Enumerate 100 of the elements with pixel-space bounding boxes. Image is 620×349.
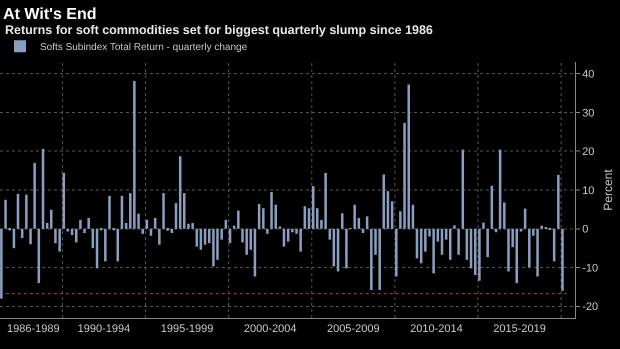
bar: [146, 220, 148, 229]
bar: [254, 228, 256, 276]
bar: [366, 216, 368, 229]
bar: [416, 228, 418, 258]
bar: [83, 228, 86, 234]
bar: [286, 228, 290, 242]
y-tick-label: 10: [582, 184, 594, 197]
bar: [162, 193, 165, 229]
bar: [299, 228, 302, 252]
x-tick-label: 2015-2019: [493, 323, 546, 336]
bar: [220, 228, 223, 240]
bar: [178, 156, 182, 229]
bar: [54, 228, 57, 244]
bar: [390, 201, 394, 229]
bar: [38, 228, 40, 284]
bar: [270, 192, 273, 229]
y-tick-label: 30: [582, 107, 594, 120]
bar: [395, 228, 398, 276]
bar: [457, 228, 460, 255]
x-tick-label: 1990-1994: [78, 323, 130, 336]
bar: [524, 208, 526, 229]
bar: [108, 196, 111, 229]
bar: [557, 174, 560, 229]
y-tick-label: -10: [582, 262, 598, 274]
bar: [258, 204, 260, 229]
x-tick-label: 2005-2009: [326, 323, 380, 336]
bar: [494, 228, 498, 232]
bar: [191, 222, 194, 229]
bar: [33, 162, 36, 229]
y-tick-label: 20: [582, 146, 594, 158]
bar: [87, 218, 90, 229]
bar: [212, 228, 215, 266]
bar: [336, 228, 340, 272]
bar: [16, 194, 20, 229]
legend-label: Softs Subindex Total Return - quarterly change: [40, 42, 248, 54]
bar: [407, 84, 410, 229]
x-tick-label: 2000-2004: [244, 323, 296, 336]
bar: [528, 228, 531, 268]
bar: [304, 206, 306, 229]
bar: [96, 228, 98, 268]
bar: [141, 228, 144, 234]
bar: [158, 228, 161, 245]
bar: [0, 228, 3, 299]
bar: [362, 228, 364, 234]
bar: [478, 228, 481, 281]
bar: [515, 228, 518, 284]
bar: [482, 222, 485, 229]
bar: [552, 228, 556, 262]
x-tick-label: 2010-2014: [410, 323, 463, 336]
bar: [507, 228, 510, 272]
x-tick-label: 1986-1989: [6, 323, 60, 336]
bar: [378, 228, 381, 290]
bar: [490, 186, 494, 229]
bar: [133, 81, 136, 229]
bar: [74, 228, 78, 242]
bar: [324, 172, 327, 229]
bar: [4, 200, 7, 229]
x-tick-label: 1995-1999: [160, 323, 214, 336]
bar: [12, 228, 16, 248]
bar: [137, 214, 140, 229]
bar: [540, 226, 543, 229]
bar: [154, 218, 156, 229]
bar: [204, 228, 206, 245]
bar: [200, 228, 202, 250]
bar: [282, 228, 286, 247]
bar: [332, 228, 336, 266]
bar: [50, 210, 52, 229]
bar: [20, 228, 24, 238]
bar: [432, 228, 435, 274]
bar: [224, 220, 228, 229]
bar: [498, 150, 502, 229]
bar: [462, 150, 464, 229]
bar: [370, 228, 373, 290]
bar: [536, 228, 539, 276]
y-tick-label: 0: [582, 224, 588, 236]
bar: [62, 172, 66, 229]
bar: [353, 204, 356, 229]
bar: [29, 228, 32, 244]
chart-title: At Wit's End: [3, 6, 97, 23]
bar: [104, 228, 107, 262]
bar: [170, 228, 174, 234]
bar: [237, 210, 240, 229]
bar: [79, 220, 82, 229]
bar: [399, 211, 402, 229]
y-axis-title: Percent: [601, 168, 616, 211]
bar: [245, 228, 248, 255]
bar: [382, 174, 385, 229]
bar: [420, 228, 422, 264]
bar: [42, 148, 44, 229]
y-tick-label: -20: [582, 301, 598, 314]
bar: [196, 228, 198, 247]
bar: [116, 228, 119, 262]
bar: [150, 228, 152, 236]
bar: [25, 194, 28, 229]
bar: [345, 228, 348, 268]
chart-subtitle: Returns for soft commodities set for biggest quarterly slump since 1986: [5, 23, 433, 37]
bar: [486, 228, 489, 258]
bar: [340, 213, 344, 229]
bar: [92, 228, 94, 248]
bar: [58, 228, 61, 252]
